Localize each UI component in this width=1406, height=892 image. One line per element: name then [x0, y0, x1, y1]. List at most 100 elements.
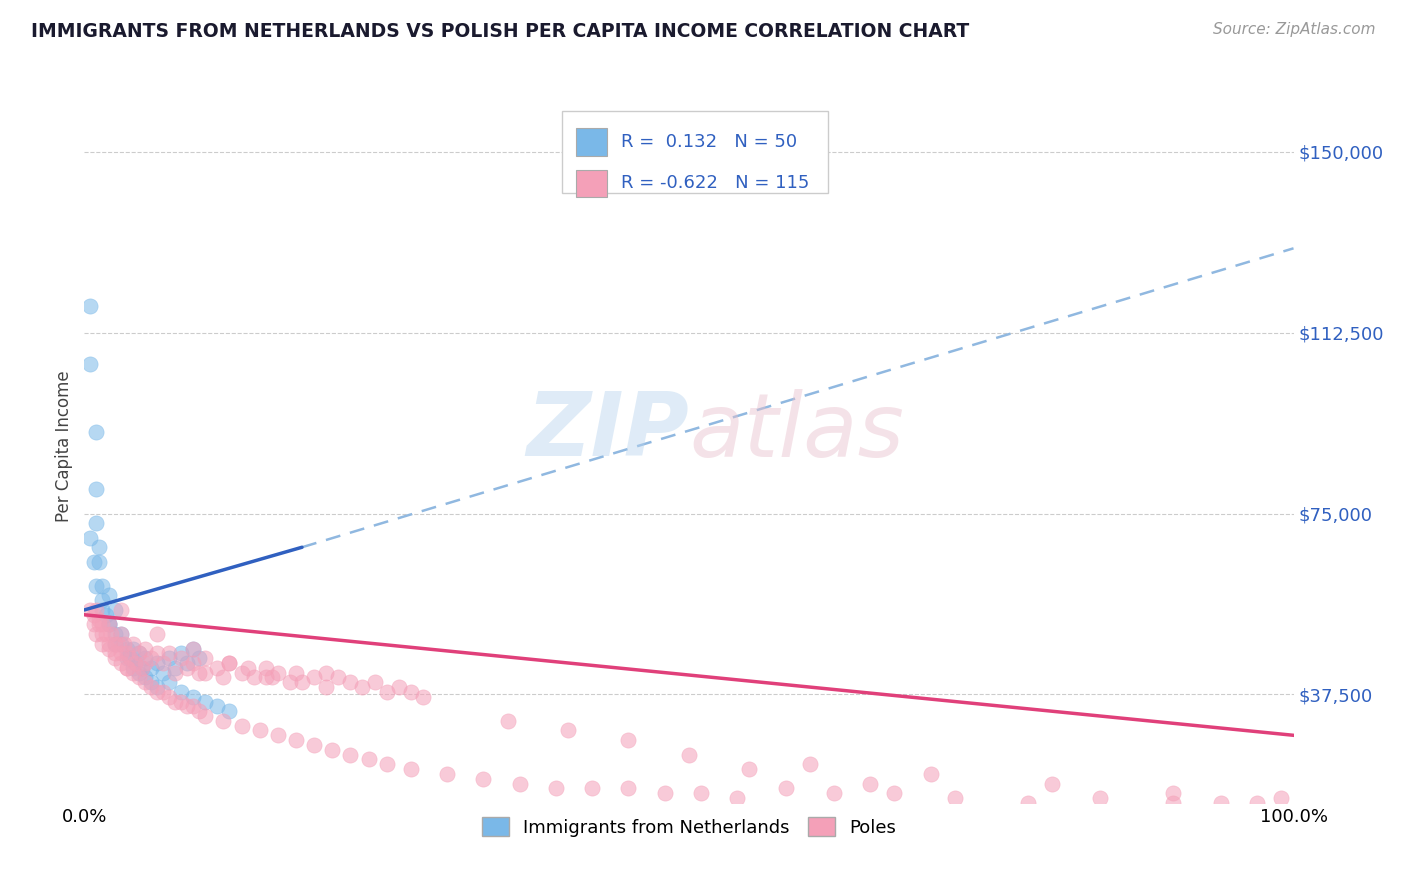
Point — [291, 675, 314, 690]
Point — [87, 617, 110, 632]
Point — [690, 786, 713, 800]
Point — [91, 579, 114, 593]
Point — [176, 661, 198, 675]
Point — [284, 665, 308, 680]
Point — [131, 661, 153, 675]
Point — [181, 641, 204, 656]
Point — [86, 603, 108, 617]
Point — [115, 646, 138, 660]
Point — [165, 665, 187, 680]
Point — [110, 637, 132, 651]
Point — [725, 791, 748, 805]
Point — [120, 651, 142, 665]
Point — [412, 690, 434, 704]
Point — [194, 665, 217, 680]
Point — [121, 661, 143, 675]
Point — [94, 607, 117, 622]
Point — [152, 656, 174, 670]
Text: ZIP: ZIP — [526, 388, 689, 475]
Point — [97, 641, 120, 656]
Point — [134, 656, 156, 670]
Text: atlas: atlas — [689, 389, 904, 475]
Point — [1270, 791, 1292, 805]
Point — [399, 685, 422, 699]
Point — [321, 743, 343, 757]
Point — [260, 670, 283, 684]
Point — [363, 675, 385, 690]
Point — [775, 781, 797, 796]
Point — [339, 675, 361, 690]
Point — [86, 579, 108, 593]
Point — [302, 738, 325, 752]
Point — [212, 670, 235, 684]
FancyBboxPatch shape — [562, 111, 828, 193]
Point — [124, 656, 146, 670]
Point — [188, 651, 211, 665]
Point — [181, 690, 204, 704]
Point — [157, 646, 180, 660]
Point — [544, 781, 567, 796]
Point — [152, 685, 174, 699]
Point — [254, 670, 277, 684]
Point — [236, 661, 259, 675]
Point — [128, 670, 150, 684]
Point — [121, 637, 143, 651]
Point — [112, 637, 135, 651]
Point — [170, 651, 193, 665]
Point — [654, 786, 676, 800]
Point — [139, 680, 162, 694]
Point — [139, 661, 162, 675]
Point — [104, 646, 127, 660]
Point — [1017, 796, 1039, 810]
Point — [267, 728, 290, 742]
Point — [218, 656, 240, 670]
Point — [388, 680, 411, 694]
Point — [134, 670, 156, 684]
Point — [207, 699, 229, 714]
Point — [97, 637, 120, 651]
Point — [110, 627, 132, 641]
Point — [91, 593, 114, 607]
Text: Source: ZipAtlas.com: Source: ZipAtlas.com — [1212, 22, 1375, 37]
Point — [79, 603, 101, 617]
Point — [83, 555, 105, 569]
Point — [91, 637, 114, 651]
Point — [170, 694, 193, 708]
Point — [83, 617, 105, 632]
Point — [267, 665, 290, 680]
Point — [436, 767, 458, 781]
Point — [231, 719, 253, 733]
Point — [207, 661, 229, 675]
Y-axis label: Per Capita Income: Per Capita Income — [55, 370, 73, 522]
Point — [128, 646, 150, 660]
Point — [859, 776, 882, 790]
Point — [509, 776, 531, 790]
Point — [1161, 796, 1184, 810]
Point — [181, 699, 204, 714]
Point — [97, 589, 120, 603]
Point — [97, 617, 120, 632]
Point — [823, 786, 845, 800]
Point — [146, 627, 169, 641]
Point — [86, 483, 108, 497]
Point — [188, 704, 211, 718]
Point — [581, 781, 603, 796]
Point — [315, 680, 337, 694]
Point — [181, 656, 204, 670]
Point — [86, 516, 108, 530]
Point — [120, 651, 142, 665]
Point — [249, 723, 271, 738]
Point — [86, 627, 108, 641]
Text: R =  0.132   N = 50: R = 0.132 N = 50 — [621, 133, 797, 151]
Point — [104, 637, 127, 651]
Point — [496, 714, 519, 728]
Point — [1246, 796, 1268, 810]
Point — [115, 651, 138, 665]
Point — [157, 690, 180, 704]
Point — [79, 531, 101, 545]
Point — [139, 675, 162, 690]
Point — [91, 617, 114, 632]
Point — [124, 656, 146, 670]
Point — [617, 733, 640, 747]
Point — [121, 641, 143, 656]
